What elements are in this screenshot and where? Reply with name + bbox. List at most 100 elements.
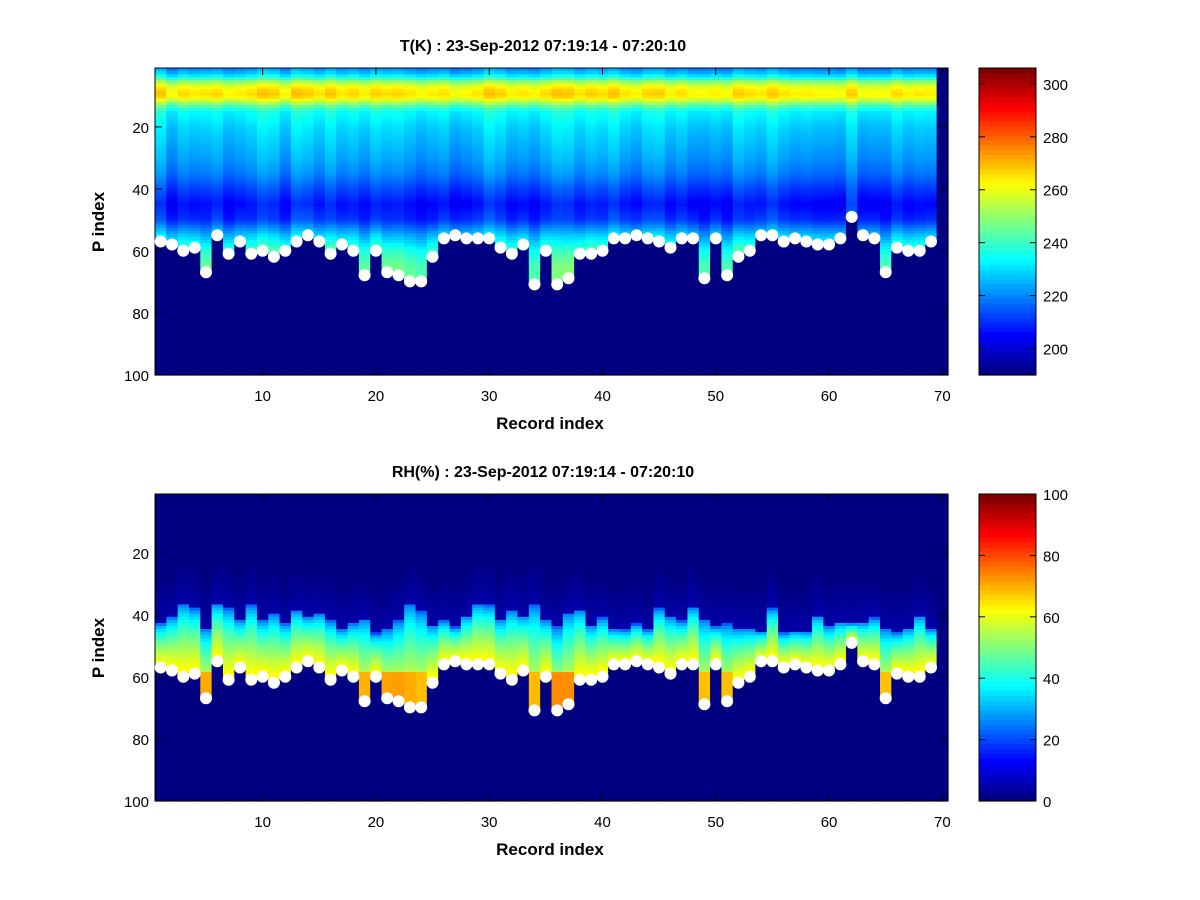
- heatmap-cell: [211, 335, 224, 339]
- heatmap-cell: [245, 169, 258, 173]
- heatmap-cell: [177, 239, 190, 244]
- heatmap-cell: [528, 236, 541, 241]
- heatmap-cell: [313, 261, 326, 266]
- heatmap-cell: [460, 132, 473, 137]
- heatmap-cell: [347, 310, 360, 315]
- heatmap-cell: [460, 178, 473, 183]
- heatmap-cell: [381, 301, 394, 305]
- heatmap-cell: [245, 332, 258, 336]
- heatmap-cell: [256, 239, 269, 244]
- heatmap-cell: [381, 157, 394, 161]
- heatmap-cell: [370, 221, 383, 226]
- heatmap-cell: [392, 233, 405, 238]
- heatmap-cell: [155, 362, 167, 367]
- heatmap-cell: [302, 341, 315, 345]
- heatmap-cell: [404, 212, 417, 216]
- heatmap-cell: [483, 98, 496, 103]
- heatmap-cell: [483, 341, 496, 345]
- heatmap-cell: [381, 110, 394, 115]
- heatmap-cell: [211, 242, 224, 247]
- heatmap-cell: [551, 129, 564, 134]
- heatmap-cell: [222, 138, 235, 143]
- heatmap-cell: [211, 206, 224, 210]
- heatmap-cell: [200, 227, 213, 232]
- heatmap-cell: [460, 218, 473, 223]
- heatmap-cell: [155, 310, 167, 315]
- heatmap-cell: [336, 350, 349, 355]
- heatmap-cell: [358, 132, 371, 137]
- heatmap-cell: [155, 83, 167, 88]
- heatmap-cell: [200, 242, 213, 247]
- heatmap-cell: [358, 224, 371, 229]
- heatmap-cell: [155, 252, 167, 256]
- heatmap-cell: [494, 332, 507, 336]
- heatmap-cell: [200, 258, 213, 263]
- heatmap-cell: [483, 310, 496, 315]
- heatmap-cell: [234, 126, 247, 130]
- heatmap-cell: [188, 353, 201, 358]
- heatmap-cell: [426, 350, 439, 355]
- heatmap-cell: [483, 338, 496, 342]
- heatmap-cell: [245, 359, 258, 364]
- heatmap-cell: [540, 132, 553, 137]
- heatmap-cell: [256, 356, 269, 361]
- heatmap-cell: [494, 95, 507, 100]
- heatmap-cell: [460, 74, 473, 78]
- heatmap-cell: [404, 227, 417, 232]
- heatmap-cell: [494, 169, 507, 173]
- heatmap-cell: [279, 316, 292, 321]
- heatmap-cell: [200, 218, 213, 223]
- heatmap-cell: [438, 123, 451, 127]
- heatmap-cell: [472, 282, 485, 287]
- heatmap-cell: [155, 193, 167, 198]
- heatmap-cell: [506, 338, 519, 342]
- heatmap-cell: [200, 252, 213, 256]
- heatmap-cell: [392, 169, 405, 173]
- heatmap-cell: [449, 144, 462, 149]
- heatmap-cell: [562, 83, 575, 88]
- heatmap-cell: [506, 89, 519, 94]
- heatmap-cell: [234, 341, 247, 345]
- heatmap-cell: [302, 138, 315, 143]
- heatmap-cell: [188, 68, 201, 72]
- heatmap-cell: [268, 298, 281, 302]
- heatmap-cell: [177, 261, 190, 266]
- heatmap-cell: [222, 325, 235, 330]
- heatmap-cell: [392, 249, 405, 253]
- heatmap-cell: [155, 114, 167, 118]
- heatmap-cell: [256, 187, 269, 192]
- heatmap-cell: [506, 322, 519, 327]
- heatmap-cell: [155, 129, 167, 134]
- heatmap-cell: [200, 332, 213, 336]
- heatmap-cell: [177, 153, 190, 158]
- heatmap-cell: [358, 313, 371, 318]
- heatmap-cell: [302, 169, 315, 173]
- heatmap-cell: [415, 267, 428, 272]
- heatmap-cell: [336, 141, 349, 146]
- heatmap-cell: [517, 83, 530, 88]
- heatmap-cell: [336, 209, 349, 213]
- heatmap-cell: [540, 285, 553, 290]
- heatmap-cell: [222, 110, 235, 115]
- heatmap-cell: [324, 193, 337, 198]
- heatmap-cell: [347, 120, 360, 124]
- heatmap-cell: [415, 359, 428, 364]
- heatmap-cell: [324, 282, 337, 287]
- heatmap-cell: [551, 181, 564, 186]
- heatmap-cell: [438, 227, 451, 232]
- heatmap-cell: [302, 298, 315, 302]
- heatmap-cell: [177, 347, 190, 352]
- heatmap-cell: [188, 135, 201, 140]
- heatmap-cell: [245, 132, 258, 137]
- heatmap-cell: [483, 335, 496, 339]
- heatmap-cell: [506, 218, 519, 223]
- heatmap-cell: [347, 153, 360, 158]
- heatmap-cell: [324, 218, 337, 223]
- heatmap-cell: [370, 319, 383, 324]
- heatmap-cell: [302, 74, 315, 78]
- heatmap-cell: [540, 172, 553, 177]
- heatmap-cell: [404, 301, 417, 305]
- heatmap-cell: [472, 135, 485, 140]
- heatmap-cell: [404, 132, 417, 137]
- heatmap-cell: [279, 298, 292, 302]
